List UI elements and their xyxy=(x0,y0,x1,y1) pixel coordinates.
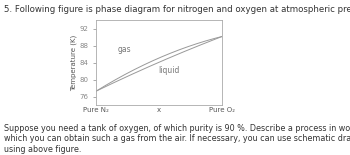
Text: gas: gas xyxy=(117,45,131,54)
Y-axis label: Temperature (K): Temperature (K) xyxy=(70,35,77,91)
Text: Suppose you need a tank of oxygen, of which purity is 90 %. Describe a process i: Suppose you need a tank of oxygen, of wh… xyxy=(4,124,350,154)
Text: 5. Following figure is phase diagram for nitrogen and oxygen at atmospheric pres: 5. Following figure is phase diagram for… xyxy=(4,5,350,14)
Text: liquid: liquid xyxy=(159,66,180,75)
